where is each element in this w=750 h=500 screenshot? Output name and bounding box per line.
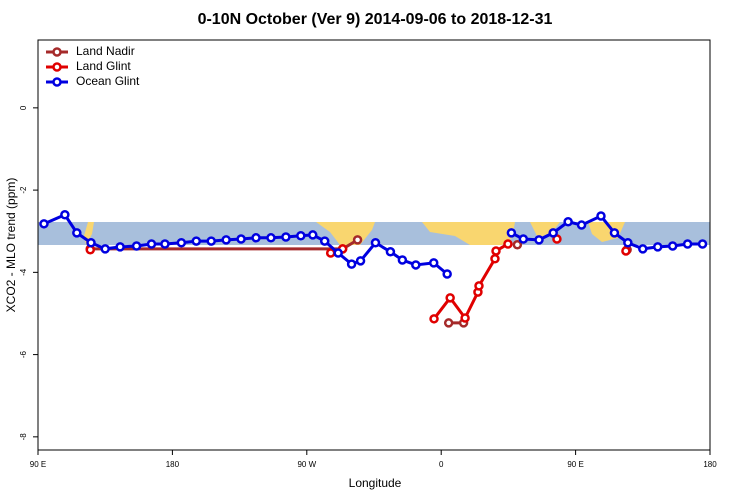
data-point bbox=[445, 293, 455, 303]
data-point bbox=[86, 237, 96, 248]
land-patch bbox=[530, 222, 560, 238]
x-tick-label: 180 bbox=[166, 460, 180, 469]
data-point bbox=[442, 269, 452, 279]
data-point bbox=[563, 217, 573, 227]
data-point bbox=[319, 236, 330, 246]
data-point bbox=[308, 230, 318, 240]
data-point bbox=[296, 230, 306, 241]
data-point bbox=[609, 228, 620, 238]
legend-label: Ocean Glint bbox=[76, 74, 140, 88]
x-tick-label: 90 W bbox=[297, 460, 316, 469]
data-point bbox=[160, 239, 170, 249]
data-point bbox=[236, 234, 246, 244]
y-tick-label: -8 bbox=[19, 433, 28, 441]
x-tick-label: 180 bbox=[703, 460, 717, 469]
data-point bbox=[512, 240, 523, 250]
y-tick-label: -4 bbox=[19, 268, 28, 276]
plot-frame bbox=[37, 39, 711, 451]
data-point bbox=[352, 235, 363, 245]
x-tick-label: 0 bbox=[439, 460, 444, 469]
data-point bbox=[146, 239, 157, 249]
x-tick-label: 90 E bbox=[567, 460, 583, 469]
data-point bbox=[697, 239, 708, 249]
data-point bbox=[596, 211, 606, 221]
data-point bbox=[490, 254, 500, 264]
y-tick-label: -6 bbox=[19, 350, 28, 358]
data-point bbox=[251, 233, 261, 243]
data-point bbox=[411, 260, 421, 270]
data-point bbox=[370, 237, 381, 248]
data-point bbox=[652, 242, 663, 252]
data-point bbox=[281, 232, 291, 242]
data-point bbox=[397, 255, 408, 265]
x-tick-label: 90 E bbox=[30, 460, 46, 469]
data-point bbox=[460, 313, 470, 323]
legend-label: Land Nadir bbox=[76, 44, 135, 58]
legend-marker bbox=[52, 62, 62, 72]
data-point bbox=[191, 236, 202, 246]
x-axis-label: Longitude bbox=[349, 476, 402, 490]
data-point bbox=[100, 244, 110, 254]
data-point bbox=[72, 228, 82, 238]
data-point bbox=[115, 242, 125, 252]
data-point bbox=[355, 256, 366, 266]
data-point bbox=[176, 237, 187, 248]
data-point bbox=[221, 235, 231, 245]
legend-marker bbox=[52, 47, 62, 57]
data-point bbox=[667, 241, 678, 251]
data-point bbox=[385, 247, 396, 257]
data-point bbox=[474, 281, 484, 291]
data-point bbox=[39, 219, 49, 229]
data-point bbox=[503, 239, 513, 249]
data-point bbox=[429, 314, 439, 324]
y-tick-label: -2 bbox=[19, 186, 28, 194]
data-point bbox=[548, 228, 558, 238]
land-patch bbox=[422, 222, 515, 245]
data-point bbox=[506, 228, 517, 238]
data-point bbox=[346, 259, 357, 269]
data-point bbox=[621, 246, 631, 256]
legend-marker bbox=[52, 77, 62, 87]
data-point bbox=[534, 235, 544, 245]
data-point bbox=[682, 239, 693, 249]
chart-title: 0-10N October (Ver 9) 2014-09-06 to 2018… bbox=[198, 11, 553, 28]
data-point bbox=[60, 210, 70, 220]
data-point bbox=[491, 246, 501, 256]
series-line bbox=[90, 240, 627, 323]
data-point bbox=[443, 318, 454, 328]
data-point bbox=[131, 241, 142, 251]
data-point bbox=[333, 248, 343, 258]
data-point bbox=[266, 233, 276, 243]
data-point bbox=[623, 237, 633, 248]
data-point bbox=[206, 236, 216, 246]
data-point bbox=[638, 244, 648, 254]
legend-label: Land Glint bbox=[76, 59, 131, 73]
data-point bbox=[576, 220, 587, 230]
data-point bbox=[518, 234, 529, 244]
data-point bbox=[428, 258, 439, 268]
y-axis-label: XCO2 - MLO trend (ppm) bbox=[4, 178, 18, 313]
y-tick-label: 0 bbox=[19, 105, 28, 110]
